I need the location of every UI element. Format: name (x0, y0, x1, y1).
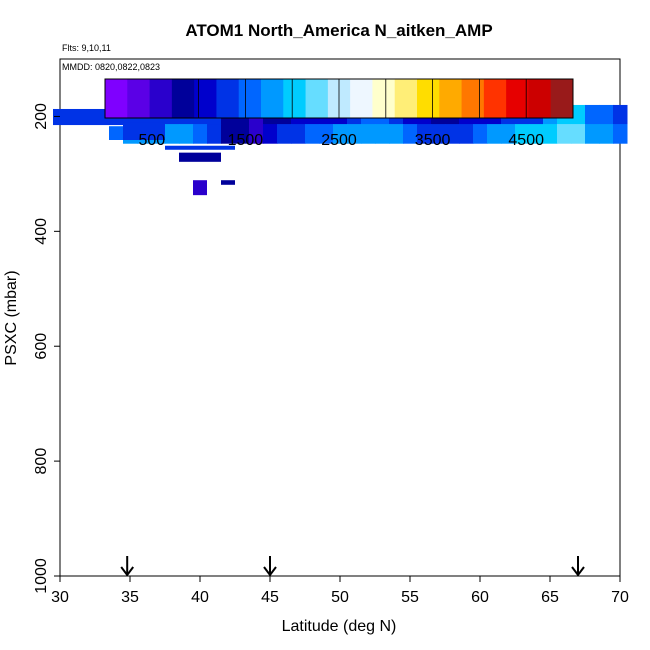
heatmap-cell (263, 124, 278, 144)
heatmap-cell (403, 124, 418, 144)
heatmap-cell (179, 124, 194, 144)
x-tick-label: 45 (261, 589, 279, 606)
colorbar-tick-label: 1500 (228, 132, 264, 149)
y-tick-label: 600 (33, 333, 50, 360)
colorbar-swatch (417, 79, 440, 118)
x-tick-label: 35 (121, 589, 139, 606)
colorbar-swatch (372, 79, 396, 118)
colorbar-swatch (216, 79, 240, 118)
colorbar-swatch (261, 79, 284, 118)
colorbar-tick-label: 2500 (321, 132, 357, 149)
colorbar-swatch (506, 79, 529, 118)
heatmap-cell (599, 124, 614, 144)
heatmap-cell (249, 124, 264, 144)
heatmap-cell (165, 145, 235, 150)
colorbar-swatch (528, 79, 552, 118)
heatmap-cell (585, 104, 600, 125)
axes: 30 35 40 45 50 55 60 65 70 200 400 600 800 1000 (33, 103, 629, 606)
colorbar-swatch (483, 79, 507, 118)
heatmap-cell (543, 124, 558, 144)
colorbar-tick-label: 3500 (415, 132, 451, 149)
colorbar-tick-label: 4500 (508, 132, 544, 149)
heatmap-cell (389, 124, 404, 144)
latitude-arrow-head (571, 566, 585, 577)
x-tick-label: 40 (191, 589, 209, 606)
colorbar-swatch (238, 79, 262, 118)
colorbar-swatch (149, 79, 173, 118)
heatmap-cell (613, 124, 628, 144)
colorbar-swatch (350, 79, 373, 118)
heatmap-cell (235, 124, 250, 144)
flights-note: Flts: 9,10,11 (62, 43, 111, 53)
heatmap-cell (613, 104, 628, 125)
heatmap-cell (585, 124, 600, 144)
y-tick-label: 400 (33, 218, 50, 245)
heatmap-cell (515, 124, 530, 144)
x-tick-label: 60 (471, 589, 489, 606)
colorbar-tick-label: 500 (138, 132, 165, 149)
x-axis-label: Latitude (deg N) (282, 618, 397, 635)
colorbar: 500 1500 2500 3500 4500 (104, 78, 574, 149)
heatmap-cell (193, 124, 208, 144)
heatmap-cell (319, 124, 334, 144)
chart-title: ATOM1 North_America N_aitken_AMP (185, 21, 492, 40)
heatmap-cell (67, 109, 109, 124)
heatmap-cell (333, 124, 348, 144)
heatmap-cell (571, 104, 586, 125)
colorbar-swatch (194, 79, 217, 118)
x-tick-label: 70 (611, 589, 629, 606)
heatmap-cell (375, 124, 390, 144)
colorbar-swatch (461, 79, 485, 118)
heatmap-cell (277, 124, 292, 144)
heatmap-cell (417, 124, 432, 144)
heatmap-cell (571, 124, 586, 144)
x-tick-label: 50 (331, 589, 349, 606)
heatmap-cell (473, 124, 488, 144)
latitude-arrow-head (120, 566, 134, 577)
colorbar-swatch (283, 79, 306, 118)
heatmap-cell (305, 124, 320, 144)
y-axis-label: PSXC (mbar) (3, 270, 20, 365)
heatmap-cell (529, 124, 544, 144)
heatmap-cell (501, 124, 516, 144)
heatmap-cell (123, 122, 165, 140)
date-note: MMDD: 0820,0822,0823 (62, 62, 160, 72)
colorbar-swatch (171, 79, 195, 118)
heatmap-cell (165, 124, 180, 144)
heatmap-cell (221, 124, 236, 144)
colorbar-swatch (305, 79, 329, 118)
heatmap-cell (557, 124, 572, 144)
x-tick-label: 30 (51, 589, 69, 606)
heatmap-cell (459, 124, 474, 144)
heatmap-cell (347, 124, 362, 144)
colorbar-swatch (439, 79, 462, 118)
colorbar-swatch (550, 79, 574, 118)
y-tick-label: 1000 (33, 558, 50, 594)
y-tick-label: 200 (33, 103, 50, 130)
heatmap-cell (179, 152, 221, 162)
colorbar-swatch (394, 79, 418, 118)
x-tick-label: 55 (401, 589, 419, 606)
latitude-arrow-head (263, 566, 277, 577)
heatmap-cell (193, 180, 207, 196)
colorbar-swatch (127, 79, 150, 118)
heatmap-cell (221, 180, 235, 185)
heatmap-cell (361, 124, 376, 144)
heatmap-cell (487, 124, 502, 144)
heatmap-cell (291, 124, 306, 144)
heatmap-cell (207, 124, 222, 144)
latitude-arrows (120, 556, 585, 577)
heatmap-cell (599, 104, 614, 125)
heatmap-cell (445, 124, 460, 144)
heatmap-cell (431, 124, 446, 144)
x-tick-label: 65 (541, 589, 559, 606)
y-tick-label: 800 (33, 448, 50, 475)
colorbar-swatch (105, 79, 128, 118)
